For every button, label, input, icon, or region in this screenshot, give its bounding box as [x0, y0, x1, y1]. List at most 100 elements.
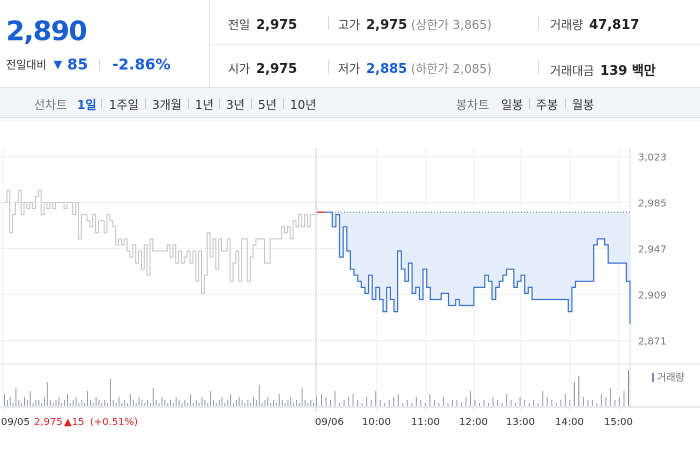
- x-tick-label: 10:00: [362, 417, 391, 428]
- volume-bar: [181, 403, 183, 406]
- prev-close-label: 전일: [228, 18, 251, 32]
- volume-bar: [270, 403, 272, 406]
- volume-bar: [198, 403, 200, 406]
- divider: [210, 44, 700, 45]
- volume-bar: [497, 400, 499, 406]
- volume-bar: [167, 403, 169, 406]
- divider: [565, 98, 566, 109]
- x-tick-label: 09/06: [315, 417, 344, 428]
- divider: [251, 98, 252, 109]
- volume-bar: [393, 397, 395, 406]
- volume-bar: [124, 400, 126, 406]
- volume-bar: [29, 391, 31, 406]
- volume-bar: [321, 394, 322, 406]
- volume-bar: [253, 397, 254, 406]
- volume-bar: [313, 403, 315, 406]
- volume-bar: [451, 400, 453, 406]
- volume-bar: [215, 403, 217, 406]
- volume-bar: [78, 403, 80, 406]
- volume-bar: [483, 400, 485, 406]
- volume-bar: [67, 394, 68, 406]
- period-tab-1w[interactable]: 1주일: [109, 98, 139, 112]
- today-area-fill: [325, 212, 630, 324]
- volume-bar: [24, 397, 25, 406]
- period-tab-3m[interactable]: 3개월: [152, 98, 182, 112]
- current-price: 2,890: [6, 16, 87, 47]
- volume-bar: [348, 397, 350, 406]
- volume-bar: [112, 400, 114, 406]
- period-tab-1y[interactable]: 1년: [195, 98, 214, 112]
- prev-close-value: 2,975: [256, 18, 298, 33]
- volume-bar: [375, 391, 377, 406]
- volume-bar: [361, 403, 363, 406]
- volume-bar: [26, 400, 28, 406]
- volume-bar: [18, 400, 20, 406]
- divider: [283, 98, 284, 109]
- volume-bar: [158, 403, 160, 406]
- volume-bar: [569, 400, 571, 406]
- volume-bar: [284, 403, 286, 406]
- price-chart[interactable]: 3,023 2,985 2,947 2,909 2,871 09/06 10:00 11:00…: [0, 118, 700, 450]
- period-tab-1d[interactable]: 1일: [77, 98, 97, 112]
- volume-bar: [506, 394, 508, 406]
- volume-bar: [623, 391, 625, 406]
- y-tick-label: 2,947: [638, 245, 667, 256]
- volume-bar: [250, 403, 252, 406]
- volume-bar: [537, 403, 539, 406]
- volume-bar: [267, 397, 269, 406]
- volume-bar: [52, 403, 54, 406]
- volume-bar: [366, 397, 368, 406]
- volume-bar: [357, 400, 359, 406]
- volume-bar: [49, 400, 51, 406]
- volume-bar: [591, 400, 593, 406]
- volume-bar: [470, 391, 471, 406]
- volume-bar: [127, 403, 129, 406]
- candle-tab-daily[interactable]: 일봉: [501, 98, 524, 112]
- period-tab-5y[interactable]: 5년: [258, 98, 277, 112]
- volume-bar: [58, 397, 60, 406]
- volume-bar: [224, 403, 226, 406]
- open-label: 시가: [228, 62, 251, 76]
- candle-tab-monthly[interactable]: 월봉: [572, 98, 595, 112]
- divider: [538, 60, 539, 74]
- volume-bar: [46, 382, 48, 406]
- chart-toolbar: 선차트 1일 1주일 3개월 1년 3년 5년 10년 봉차트 일봉 주봉 월봉: [0, 88, 700, 118]
- volume-bar: [115, 403, 117, 406]
- volume-bar: [519, 397, 521, 406]
- divider: [99, 58, 101, 71]
- volume-bar: [141, 400, 143, 406]
- volume-bar: [542, 391, 544, 406]
- volume-bar: [87, 391, 88, 406]
- volume-bar: [9, 397, 11, 406]
- divider: [328, 16, 329, 30]
- volume-bar: [32, 403, 34, 406]
- candle-tab-weekly[interactable]: 주봉: [536, 98, 559, 112]
- divider: [219, 98, 220, 109]
- volume-bar: [307, 403, 309, 406]
- prev-close-label: 2,975: [34, 417, 63, 428]
- volume-bar: [296, 400, 297, 406]
- volume-bar: [442, 397, 444, 406]
- volume-bar: [461, 403, 462, 406]
- low-value: 2,885: [366, 62, 408, 77]
- volume-bar: [187, 403, 189, 406]
- volume-bar: [238, 397, 240, 406]
- change-label: 전일대비: [6, 58, 47, 72]
- trade-value-label: 거래대금: [550, 64, 595, 78]
- volume-bar: [72, 400, 74, 406]
- volume-bar: [515, 403, 517, 406]
- period-tab-3y[interactable]: 3년: [226, 98, 245, 112]
- volume-bar: [388, 400, 390, 406]
- divider: [538, 16, 539, 30]
- volume-stat: 거래량 47,817: [550, 16, 639, 33]
- volume-bar: [415, 397, 417, 406]
- volume-bar: [75, 397, 77, 406]
- y-tick-label: 2,909: [638, 291, 667, 302]
- volume-bar: [420, 400, 422, 406]
- volume-label: 거래량: [550, 18, 584, 32]
- period-tab-10y[interactable]: 10년: [290, 98, 317, 112]
- volume-bar: [334, 391, 336, 406]
- volume-bar: [109, 379, 111, 406]
- divider: [145, 98, 146, 109]
- high-value: 2,975: [366, 18, 408, 33]
